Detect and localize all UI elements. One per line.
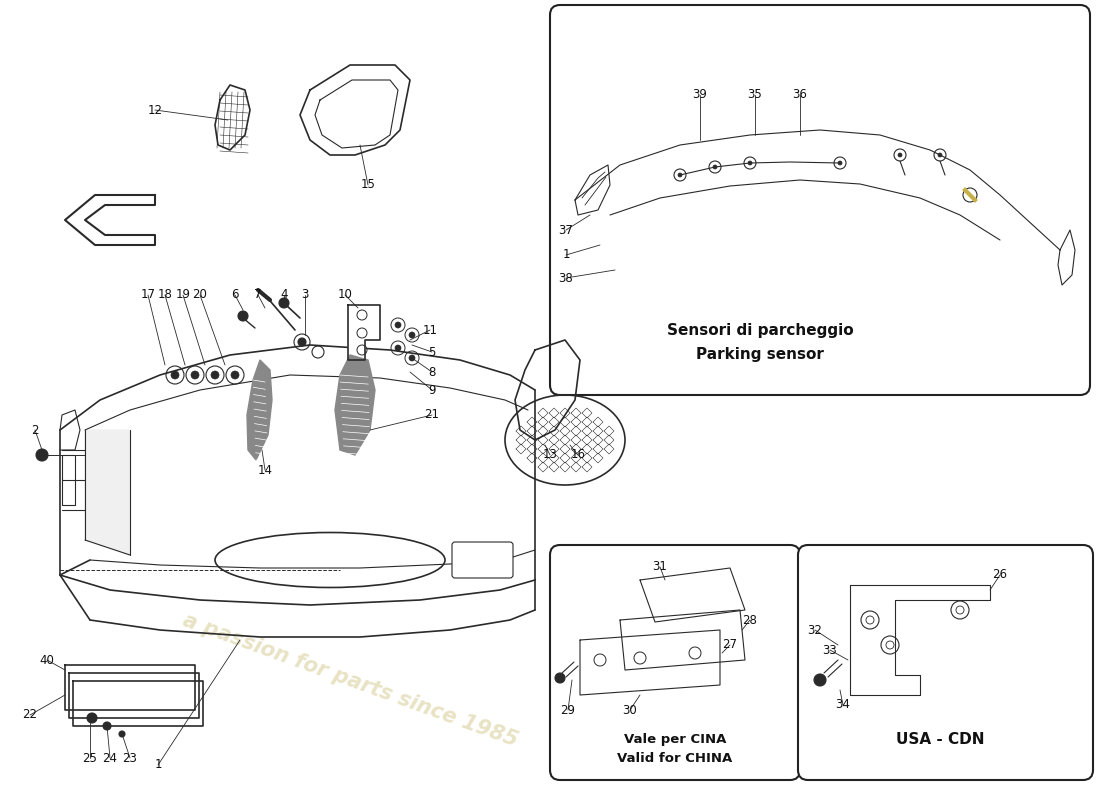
Text: 12: 12	[147, 103, 163, 117]
Polygon shape	[640, 568, 745, 622]
Circle shape	[395, 345, 402, 351]
Circle shape	[119, 731, 125, 737]
Text: 30: 30	[623, 703, 637, 717]
Text: a passion for parts since 1985: a passion for parts since 1985	[179, 610, 520, 750]
Circle shape	[170, 371, 179, 379]
Polygon shape	[620, 610, 745, 670]
Circle shape	[748, 161, 752, 165]
Polygon shape	[85, 430, 130, 555]
Text: 25: 25	[82, 751, 98, 765]
Text: 23: 23	[122, 751, 138, 765]
Circle shape	[898, 153, 902, 157]
Text: 10: 10	[338, 289, 352, 302]
Text: 13: 13	[542, 449, 558, 462]
Polygon shape	[348, 305, 380, 360]
Circle shape	[814, 674, 826, 686]
Circle shape	[938, 153, 942, 157]
Polygon shape	[60, 410, 80, 450]
Text: 29: 29	[561, 703, 575, 717]
Polygon shape	[1058, 230, 1075, 285]
Circle shape	[36, 449, 48, 461]
Circle shape	[556, 673, 565, 683]
Polygon shape	[336, 355, 375, 455]
Polygon shape	[850, 585, 990, 695]
Text: 32: 32	[807, 623, 823, 637]
Circle shape	[409, 355, 415, 361]
Circle shape	[409, 332, 415, 338]
Text: 4: 4	[280, 289, 288, 302]
FancyBboxPatch shape	[550, 545, 800, 780]
Text: 27: 27	[723, 638, 737, 651]
Text: 24: 24	[102, 751, 118, 765]
Text: 34: 34	[836, 698, 850, 711]
Polygon shape	[575, 165, 611, 215]
Circle shape	[395, 322, 402, 328]
Text: Parking sensor: Parking sensor	[696, 347, 824, 362]
Text: 2: 2	[31, 423, 38, 437]
Circle shape	[238, 311, 248, 321]
Text: 22: 22	[22, 709, 37, 722]
Polygon shape	[60, 345, 535, 605]
FancyBboxPatch shape	[452, 542, 513, 578]
Circle shape	[298, 338, 306, 346]
Polygon shape	[248, 360, 272, 460]
Polygon shape	[515, 340, 580, 440]
Circle shape	[103, 722, 111, 730]
Circle shape	[191, 371, 199, 379]
Text: 17: 17	[141, 289, 155, 302]
Polygon shape	[65, 195, 155, 245]
Text: 1: 1	[154, 758, 162, 771]
Text: 8: 8	[428, 366, 436, 378]
Text: 1: 1	[562, 249, 570, 262]
Circle shape	[838, 161, 842, 165]
Text: 28: 28	[742, 614, 758, 626]
Circle shape	[211, 371, 219, 379]
Text: Sensori di parcheggio: Sensori di parcheggio	[667, 322, 854, 338]
Text: 5: 5	[428, 346, 436, 358]
Text: 37: 37	[559, 223, 573, 237]
Text: 26: 26	[992, 569, 1008, 582]
FancyBboxPatch shape	[798, 545, 1093, 780]
Polygon shape	[214, 85, 250, 150]
Text: Valid for CHINA: Valid for CHINA	[617, 751, 733, 765]
Text: 16: 16	[571, 449, 585, 462]
Text: Vale per CINA: Vale per CINA	[624, 734, 726, 746]
Text: 40: 40	[40, 654, 54, 666]
Polygon shape	[580, 630, 720, 695]
Text: 39: 39	[693, 89, 707, 102]
Text: 35: 35	[748, 89, 762, 102]
Polygon shape	[300, 65, 410, 155]
Text: 33: 33	[823, 643, 837, 657]
Circle shape	[279, 298, 289, 308]
Text: 36: 36	[793, 89, 807, 102]
Text: 38: 38	[559, 271, 573, 285]
Text: 21: 21	[425, 409, 440, 422]
Text: 6: 6	[231, 289, 239, 302]
Text: 9: 9	[428, 383, 436, 397]
Circle shape	[678, 173, 682, 177]
Text: USA - CDN: USA - CDN	[895, 733, 984, 747]
Text: 18: 18	[157, 289, 173, 302]
Text: 19: 19	[176, 289, 190, 302]
Text: 14: 14	[257, 463, 273, 477]
Circle shape	[231, 371, 239, 379]
Text: 15: 15	[361, 178, 375, 191]
Circle shape	[713, 165, 717, 169]
Text: 31: 31	[652, 561, 668, 574]
Text: 20: 20	[192, 289, 208, 302]
Text: 11: 11	[422, 323, 438, 337]
FancyBboxPatch shape	[550, 5, 1090, 395]
Circle shape	[87, 713, 97, 723]
Text: 7: 7	[254, 289, 262, 302]
Text: 3: 3	[301, 289, 309, 302]
